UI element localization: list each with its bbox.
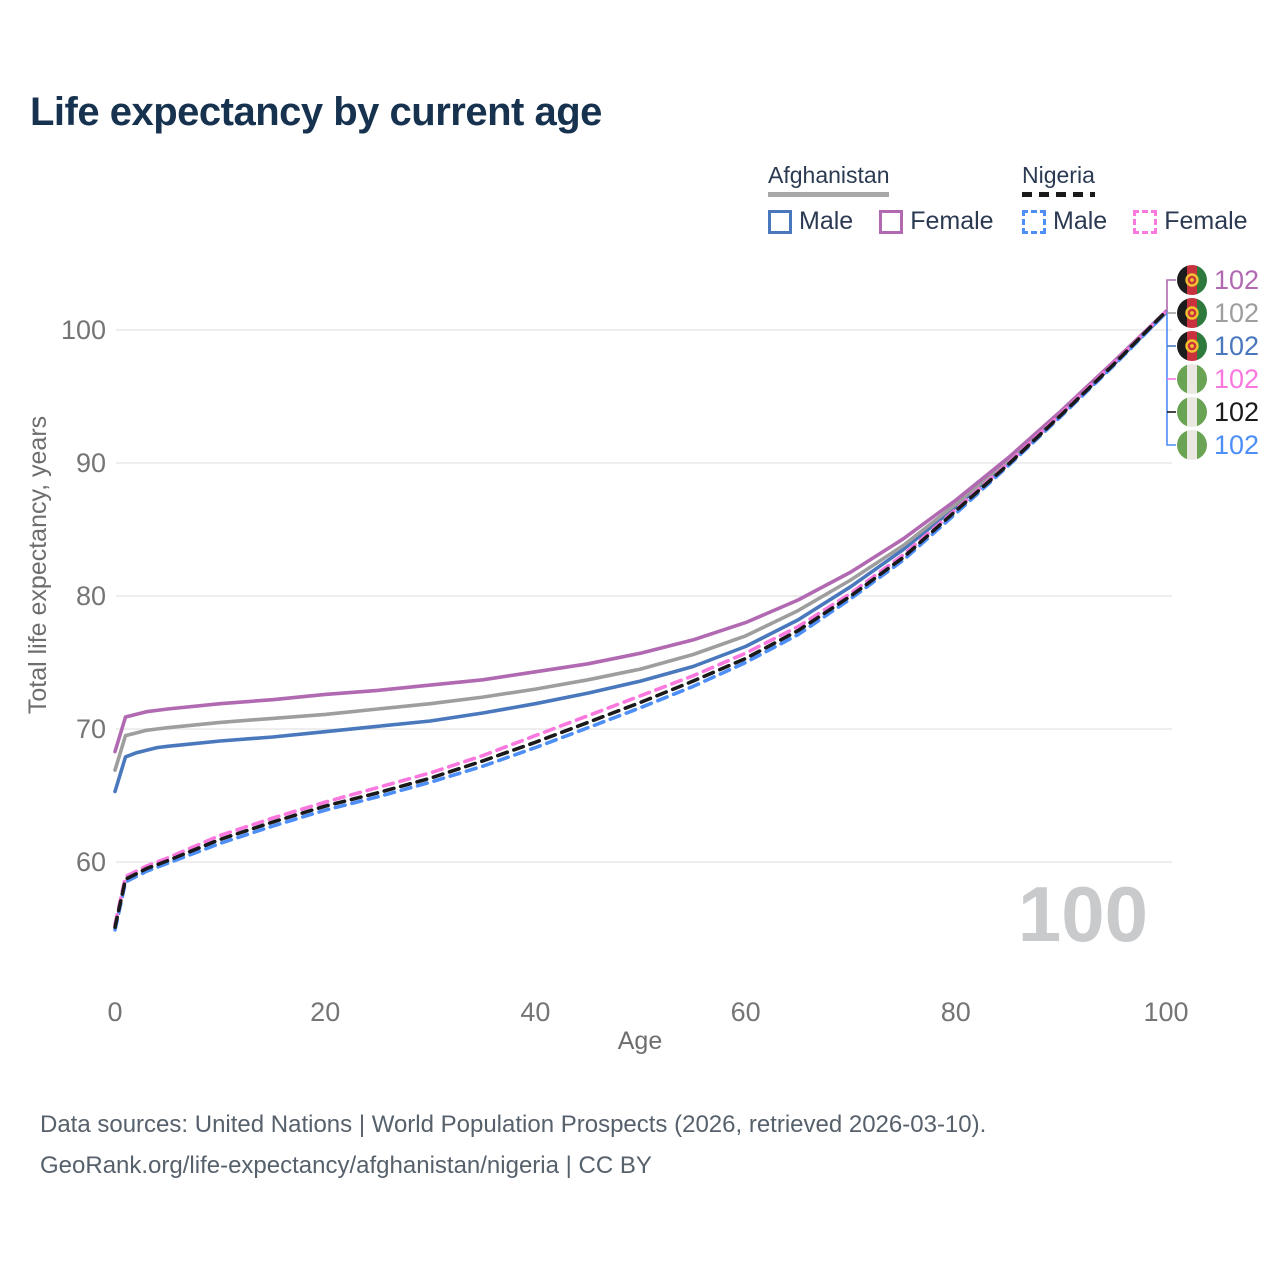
hover-age-watermark: 100 bbox=[1018, 870, 1148, 958]
y-axis-title: Total life expectancy, years bbox=[24, 416, 52, 714]
data-sources-text: Data sources: United Nations | World Pop… bbox=[40, 1111, 987, 1138]
legend-item-afghanistan-female[interactable]: Female bbox=[879, 207, 994, 236]
legend-item-label: Female bbox=[910, 207, 994, 235]
end-value-label-afghanistan-female: 102 bbox=[1214, 265, 1259, 295]
nigeria-male-swatch-icon[interactable] bbox=[1022, 209, 1046, 234]
afghanistan-solid-line-key bbox=[768, 192, 890, 197]
series-line-afghanistan-male[interactable] bbox=[113, 310, 1168, 794]
x-tick-label: 20 bbox=[310, 997, 340, 1027]
legend-item-afghanistan-male[interactable]: Male bbox=[768, 207, 853, 236]
afghanistan-male-swatch-icon[interactable] bbox=[768, 209, 792, 234]
y-tick-label: 70 bbox=[76, 714, 106, 744]
nigeria-flag-icon bbox=[1177, 430, 1207, 460]
page-title: Life expectancy by current age bbox=[30, 90, 602, 134]
legend-item-nigeria-female[interactable]: Female bbox=[1133, 207, 1248, 236]
afghanistan-flag-icon bbox=[1177, 265, 1207, 295]
legend-item-label: Female bbox=[1164, 207, 1248, 235]
nigeria-female-swatch-icon[interactable] bbox=[1133, 209, 1158, 234]
attribution-text: GeoRank.org/life-expectancy/afghanistan/… bbox=[40, 1152, 652, 1179]
legend-group-nigeria: Nigeria Male Female bbox=[1022, 162, 1248, 236]
chart-footer: Data sources: United Nations | World Pop… bbox=[40, 1104, 986, 1186]
y-tick-label: 90 bbox=[76, 448, 106, 478]
nigeria-flag-icon bbox=[1177, 397, 1207, 427]
end-value-label-nigeria-male: 102 bbox=[1214, 430, 1259, 460]
afghanistan-female-swatch-icon[interactable] bbox=[879, 209, 904, 234]
x-axis-title: Age bbox=[618, 1027, 662, 1055]
legend-country-nigeria: Nigeria bbox=[1022, 162, 1095, 188]
end-value-label-nigeria-female: 102 bbox=[1214, 364, 1259, 394]
y-tick-label: 80 bbox=[76, 581, 106, 611]
end-value-label-nigeria-all: 102 bbox=[1214, 397, 1259, 427]
afghanistan-flag-icon bbox=[1177, 298, 1207, 328]
legend-item-label: Male bbox=[1053, 207, 1108, 235]
leader-line-afghanistan-female bbox=[1166, 279, 1176, 312]
series-line-nigeria-female[interactable] bbox=[113, 309, 1168, 927]
legend-item-nigeria-male[interactable]: Male bbox=[1022, 207, 1107, 236]
legend-group-afghanistan: Afghanistan Male Female bbox=[768, 162, 994, 236]
legend-item-label: Male bbox=[799, 207, 854, 235]
afghanistan-flag-icon bbox=[1177, 331, 1207, 361]
legend-country-afghanistan: Afghanistan bbox=[768, 162, 890, 188]
x-tick-label: 60 bbox=[731, 997, 761, 1027]
x-tick-label: 0 bbox=[107, 997, 122, 1027]
end-value-label-afghanistan-all: 102 bbox=[1214, 298, 1259, 328]
end-value-label-afghanistan-male: 102 bbox=[1214, 331, 1259, 361]
x-tick-label: 40 bbox=[520, 997, 550, 1027]
x-tick-label: 80 bbox=[941, 997, 971, 1027]
leader-line-nigeria-male bbox=[1166, 311, 1176, 446]
x-tick-label: 100 bbox=[1143, 997, 1188, 1027]
series-line-nigeria-male[interactable] bbox=[113, 310, 1168, 932]
series-line-afghanistan-female[interactable] bbox=[113, 309, 1168, 754]
y-tick-label: 100 bbox=[61, 315, 106, 345]
series-line-afghanistan-all[interactable] bbox=[113, 309, 1168, 773]
series-line-nigeria-all[interactable] bbox=[113, 309, 1168, 930]
nigeria-dashed-line-key bbox=[1022, 192, 1095, 197]
y-tick-label: 60 bbox=[76, 847, 106, 877]
nigeria-flag-icon bbox=[1177, 364, 1207, 394]
